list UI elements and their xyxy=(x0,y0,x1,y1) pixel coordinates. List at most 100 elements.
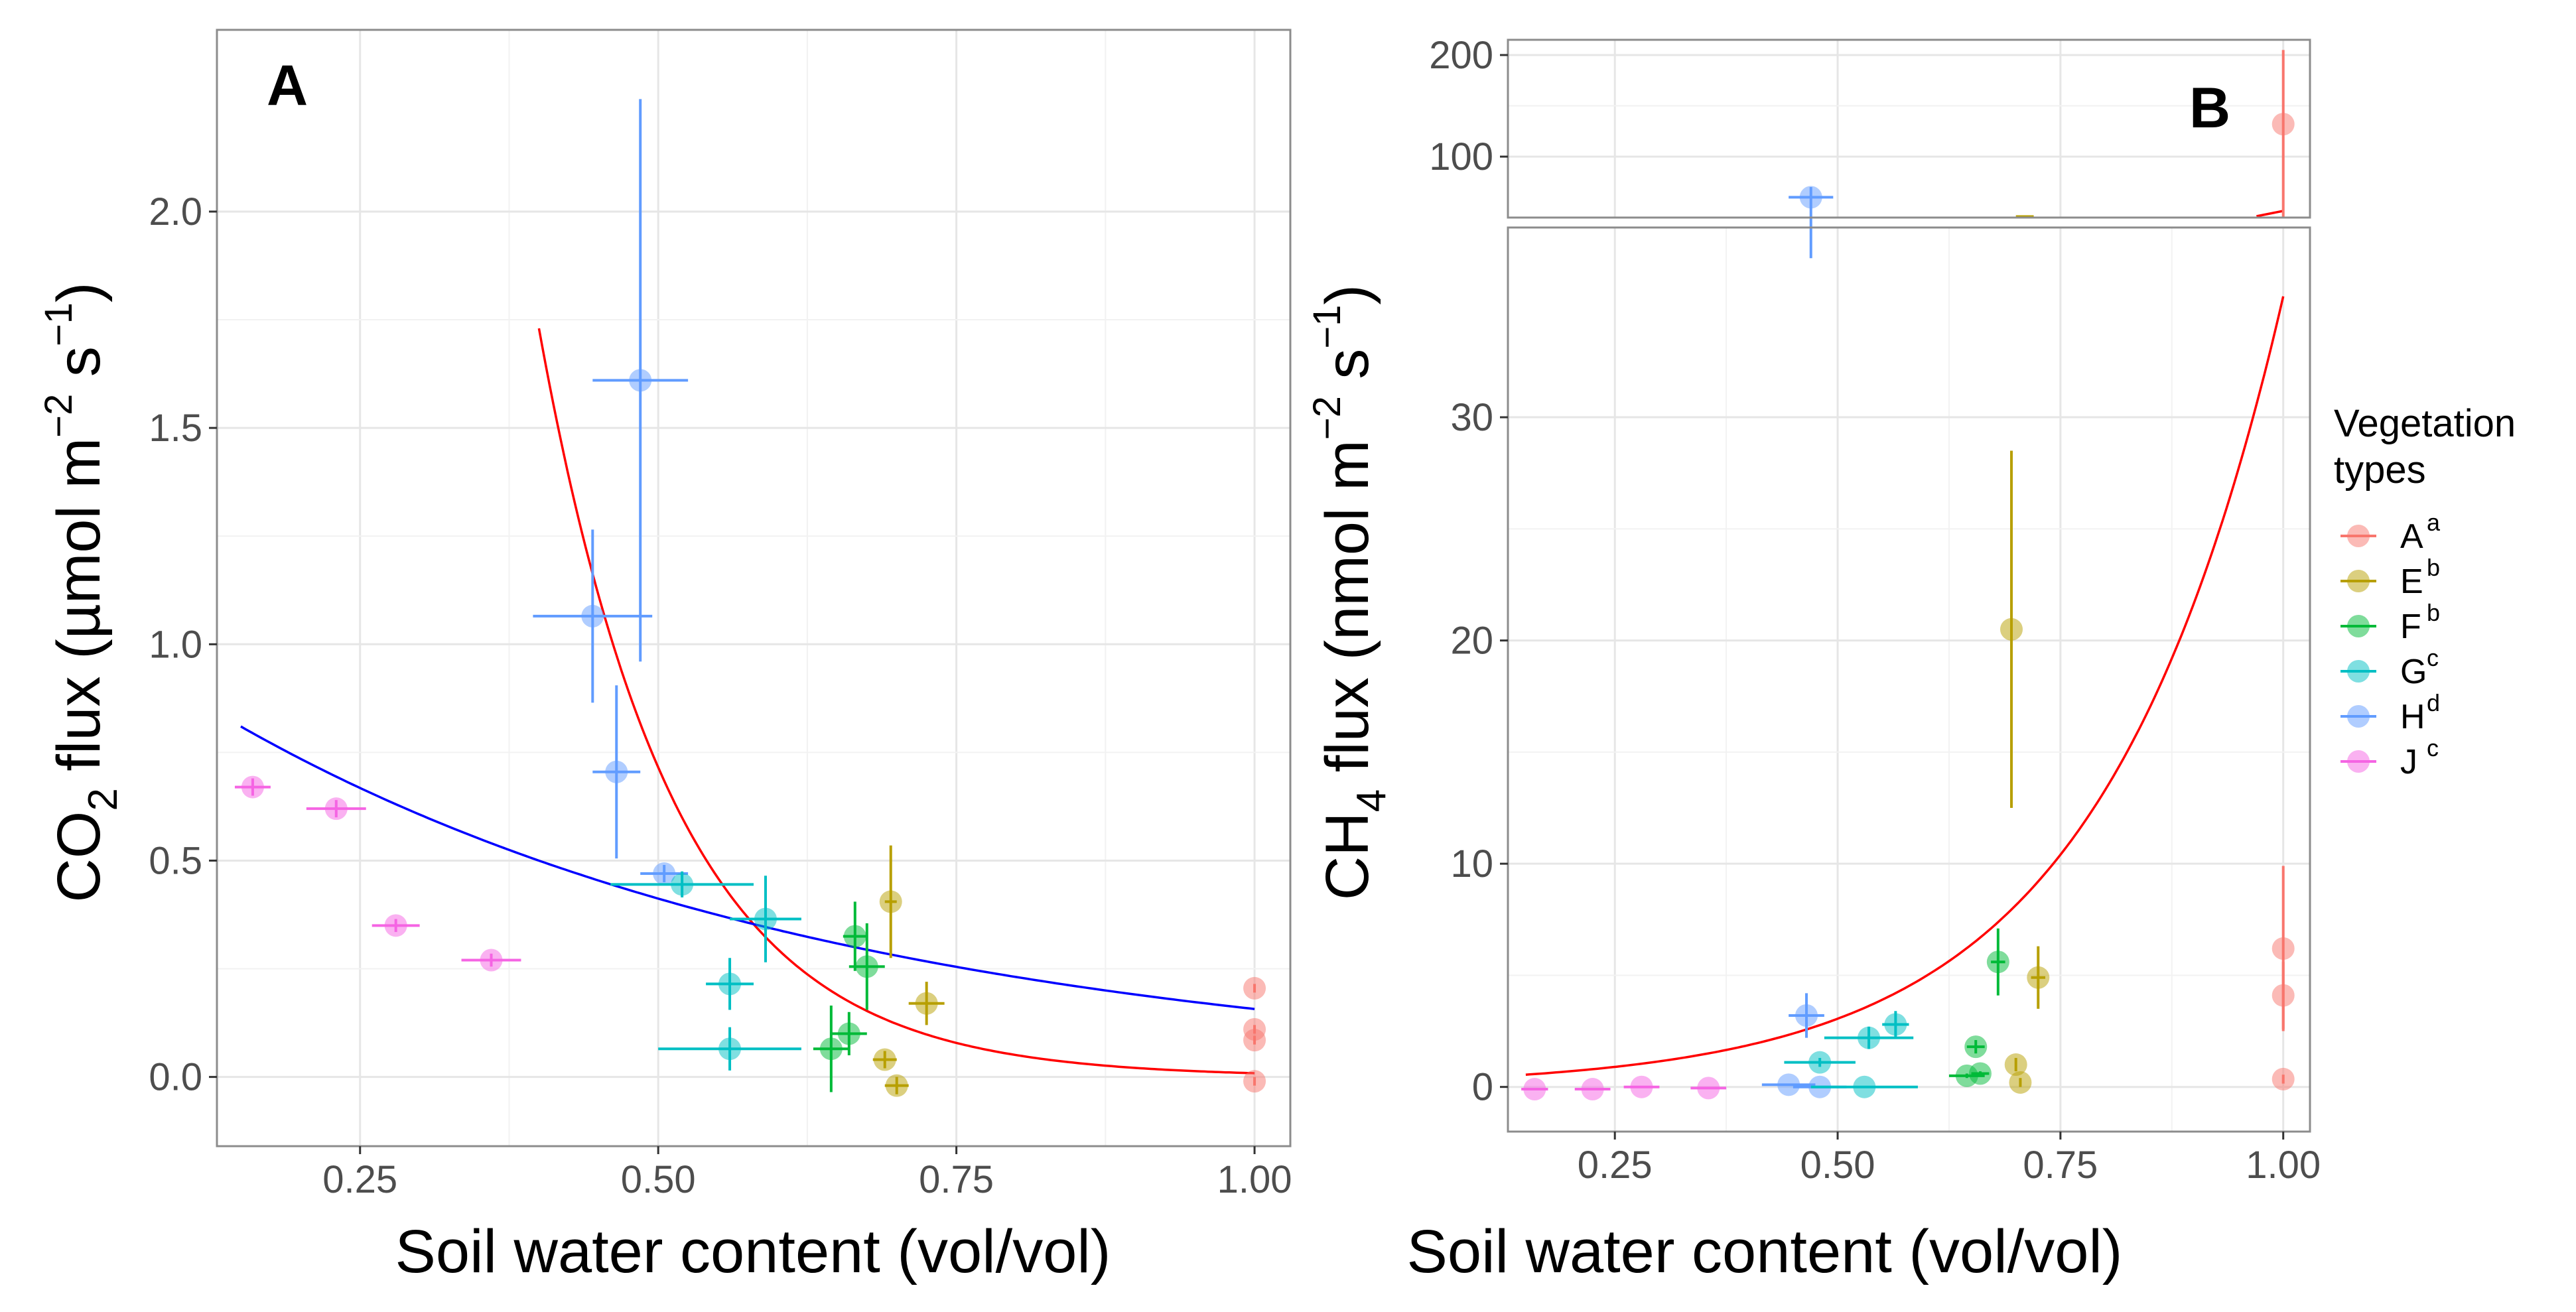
legend-label: F xyxy=(2400,608,2421,646)
x-tick-label: 0.25 xyxy=(322,1158,397,1201)
x-tick-label: 1.00 xyxy=(2246,1144,2321,1187)
data-point xyxy=(1795,1004,1818,1027)
panel-b-top-fit-lines xyxy=(2015,210,2284,218)
y-tick-label: 2.0 xyxy=(149,190,202,233)
data-point xyxy=(1986,951,2009,974)
y-tick-label: 0.5 xyxy=(149,839,202,882)
legend-label: J xyxy=(2400,743,2417,781)
panel-a-x-ticks: 0.25 0.50 0.75 1.00 xyxy=(322,1146,1292,1201)
legend-key-point xyxy=(2347,660,2370,683)
legend-superscript: a xyxy=(2427,509,2441,536)
data-point xyxy=(241,775,264,799)
data-point xyxy=(718,972,742,996)
panel-b-top-frame xyxy=(1507,38,2311,219)
panel-b-label: B xyxy=(2189,76,2230,140)
legend-key-point xyxy=(2347,615,2370,637)
legend-superscript: b xyxy=(2427,599,2440,626)
legend-key-point xyxy=(2347,525,2370,547)
data-point xyxy=(837,1022,860,1045)
red-fit-line-top xyxy=(2256,210,2284,218)
legend-label: G xyxy=(2400,653,2427,691)
x-tick-label: 1.00 xyxy=(1217,1158,1292,1201)
data-point xyxy=(605,760,628,783)
data-point xyxy=(1968,1062,1992,1085)
panel-a-label: A xyxy=(267,54,308,117)
x-tick-label: 0.25 xyxy=(1578,1144,1653,1187)
x-tick-label: 0.50 xyxy=(621,1158,696,1201)
panel-b-plot: 0.25 0.50 0.75 1.00 0 10 20 30 100 200 B Soil w… xyxy=(1306,34,2321,1285)
data-point xyxy=(2004,1053,2027,1077)
red-fit-line xyxy=(1525,296,2285,1076)
data-point xyxy=(843,925,866,948)
data-point xyxy=(915,992,938,1015)
legend-superscript: b xyxy=(2427,554,2440,581)
panel-b-grid xyxy=(1508,228,2310,1132)
data-point xyxy=(855,955,878,978)
panel-a-fit-lines xyxy=(240,328,1255,1075)
data-point xyxy=(1697,1077,1720,1100)
data-point xyxy=(819,1037,843,1061)
data-point xyxy=(1808,1051,1832,1074)
y-tick-label: 30 xyxy=(1450,396,1493,439)
panel-a-y-ticks: 0.0 0.5 1.0 1.5 2.0 xyxy=(149,190,217,1099)
x-tick-label: 0.75 xyxy=(2023,1144,2098,1187)
data-point xyxy=(2271,984,2295,1007)
data-point xyxy=(1777,1073,1800,1096)
legend-superscript: c xyxy=(2427,644,2439,671)
panel-b-y-ticks: 0 10 20 30 xyxy=(1450,396,1508,1109)
legend-key-point xyxy=(2347,750,2370,773)
panel-a-grid xyxy=(217,30,1290,1146)
y-tick-label: 10 xyxy=(1450,842,1493,886)
data-point xyxy=(1243,976,1266,1000)
y-tick-label: 0.0 xyxy=(149,1056,202,1099)
data-point xyxy=(324,797,348,820)
data-point xyxy=(2271,937,2295,960)
data-point xyxy=(480,949,503,972)
data-point xyxy=(873,1048,896,1071)
legend-title-line2: types xyxy=(2334,448,2426,492)
blue-fit-line xyxy=(240,725,1255,1010)
legend-key-point xyxy=(2347,570,2370,592)
legend-label: E xyxy=(2400,562,2423,601)
legend-label: H xyxy=(2400,698,2425,736)
panel-b-frame xyxy=(1507,226,2311,1133)
y-tick-label: 1.0 xyxy=(149,623,202,666)
y-tick-label: 200 xyxy=(1429,34,1493,77)
data-point xyxy=(885,1074,908,1097)
data-point xyxy=(1964,1035,1988,1059)
data-point xyxy=(2271,113,2295,136)
data-point xyxy=(1858,1026,1881,1049)
panel-a-plot: 0.25 0.50 0.75 1.00 0.0 0.5 1.0 1.5 2.0 A Soil … xyxy=(37,29,1292,1285)
y-tick-label: 20 xyxy=(1450,620,1493,663)
data-point xyxy=(718,1037,742,1061)
legend-title: Vegetation xyxy=(2334,402,2516,445)
y-tick-label: 0 xyxy=(1472,1066,1493,1109)
panel-b-top-grid xyxy=(1508,40,2310,218)
data-point xyxy=(629,369,652,392)
panel-b-y-axis-title: CH4 flux (nmol m−2 s−1) xyxy=(1306,285,1394,900)
data-point xyxy=(754,907,777,931)
panel-a-frame xyxy=(216,29,1292,1148)
panel-b-x-axis-title: Soil water content (vol/vol) xyxy=(1407,1218,2123,1285)
data-point xyxy=(1799,186,1822,209)
data-point xyxy=(1243,1070,1266,1093)
data-point xyxy=(2271,1067,2295,1090)
data-point xyxy=(1853,1075,1876,1098)
data-point xyxy=(1581,1078,1604,1101)
data-point xyxy=(2000,618,2023,641)
legend-superscript: c xyxy=(2427,734,2439,761)
legend-superscript: d xyxy=(2427,689,2440,716)
data-point xyxy=(1523,1078,1546,1101)
panel-a-y-axis-title: CO2 flux (µmol m−2 s−1) xyxy=(37,282,126,902)
legend-key-point xyxy=(2347,705,2370,728)
panel-b-points xyxy=(1521,450,2295,1101)
panel-b-top-points xyxy=(1789,50,2295,259)
data-point xyxy=(1884,1013,1907,1036)
panel-a-x-axis-title: Soil water content (vol/vol) xyxy=(395,1218,1111,1285)
panel-b-top-y-ticks: 100 200 xyxy=(1429,34,1508,178)
y-tick-label: 100 xyxy=(1429,135,1493,178)
data-point xyxy=(384,914,407,937)
